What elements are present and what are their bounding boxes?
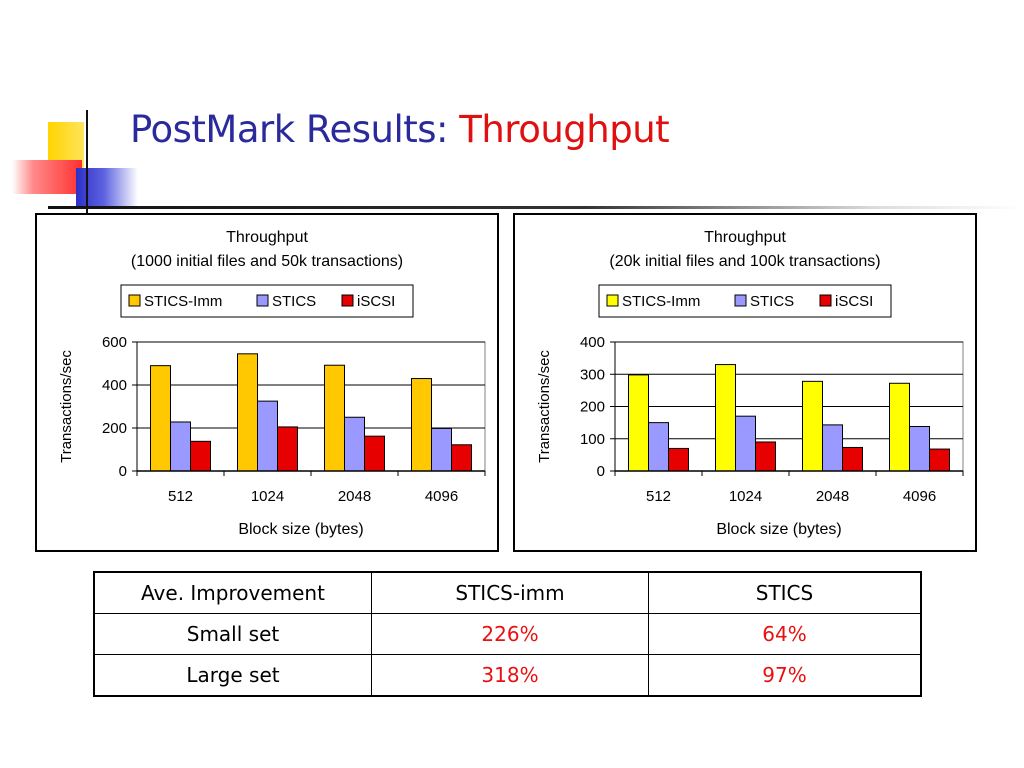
bar-stics-imm-4096 [889,382,910,472]
x-tick-label: 4096 [903,488,936,505]
legend-label: STICS [272,293,316,310]
table-row-label: Large set [93,654,372,697]
bar-stics-2048 [822,424,843,472]
y-tick-label: 400 [102,377,127,394]
legend-label: iSCSI [835,293,873,310]
chart-svg: Throughput (20k initial files and 100k tr… [536,229,964,538]
table-cell-value: 97% [648,654,922,697]
x-tick-label: 2048 [816,488,849,505]
table-header-row: Ave. Improvement STICS-imm STICS [93,571,922,614]
legend-swatch [734,294,747,307]
bar-stics-2048 [344,416,365,472]
bar-stics-imm-4096 [411,378,432,472]
y-tick-label: 0 [119,463,127,480]
legend-swatch [819,294,832,307]
bar-stics-512 [170,421,191,472]
bar-stics-imm-1024 [237,353,258,472]
title-accent: Throughput [459,108,670,151]
y-tick-label: 100 [580,431,605,448]
table-cell-value: 64% [648,613,922,655]
x-tick-label: 1024 [729,488,762,505]
table-row: Small set 226% 64% [93,613,922,655]
bar-stics-1024 [735,415,756,472]
chart-legend [120,284,414,318]
chart-title: Throughput [704,229,786,246]
y-tick-label: 200 [580,399,605,416]
bar-stics-imm-512 [628,374,649,472]
bar-stics-imm-2048 [324,364,345,472]
bar-stics-imm-1024 [715,364,736,472]
bar-stics-512 [648,422,669,472]
y-tick-label: 200 [102,420,127,437]
chart-subtitle: (20k initial files and 100k transactions… [609,253,880,270]
y-tick-label: 400 [580,334,605,351]
bar-stics-imm-2048 [802,380,823,472]
table-header-cell: STICS [648,571,922,614]
bar-iscsi-2048 [364,435,385,472]
y-axis-label: Transactions/sec [536,350,553,463]
legend-label: STICS [750,293,794,310]
decorative-vertical-rule [86,110,88,216]
bar-iscsi-4096 [451,444,472,472]
table-cell-value: 318% [371,654,649,697]
chart-large-set: Throughput (20k initial files and 100k tr… [513,213,977,552]
chart-svg: Throughput (1000 initial files and 50k tr… [58,229,486,538]
table-cell-value: 226% [371,613,649,655]
bar-stics-imm-512 [150,365,171,472]
table-header-cell: Ave. Improvement [93,571,372,614]
chart-subtitle: (1000 initial files and 50k transactions… [131,253,403,270]
x-tick-label: 2048 [338,488,371,505]
bar-iscsi-512 [668,447,689,472]
bar-stics-4096 [909,425,930,472]
x-tick-label: 512 [168,488,193,505]
x-axis-label: Block size (bytes) [238,521,363,538]
slide-title: PostMark Results: Throughput [130,108,670,151]
y-axis-label: Transactions/sec [58,350,75,463]
table-row-label: Small set [93,613,372,655]
improvement-table: Ave. Improvement STICS-imm STICS Small s… [93,571,922,697]
y-tick-label: 600 [102,334,127,351]
title-underline-rule [48,206,1024,209]
title-main: PostMark Results: [130,108,448,151]
legend-swatch [256,294,269,307]
bar-iscsi-4096 [929,448,950,472]
legend-label: iSCSI [357,293,395,310]
table-row: Large set 318% 97% [93,654,922,697]
bar-iscsi-1024 [277,426,298,472]
y-tick-label: 0 [597,463,605,480]
table-header-cell: STICS-imm [371,571,649,614]
x-tick-label: 4096 [425,488,458,505]
legend-swatch [128,294,141,307]
bar-stics-1024 [257,400,278,472]
x-tick-label: 1024 [251,488,284,505]
legend-swatch [606,294,619,307]
bar-iscsi-1024 [755,441,776,472]
y-tick-label: 300 [580,366,605,383]
bar-stics-4096 [431,427,452,472]
legend-swatch [341,294,354,307]
legend-label: STICS-Imm [622,293,700,310]
bar-iscsi-2048 [842,446,863,472]
x-tick-label: 512 [646,488,671,505]
bar-iscsi-512 [190,440,211,472]
chart-small-set: Throughput (1000 initial files and 50k tr… [35,213,499,552]
chart-title: Throughput [226,229,308,246]
legend-label: STICS-Imm [144,293,222,310]
decorative-red-bar [12,160,82,194]
x-axis-label: Block size (bytes) [716,521,841,538]
